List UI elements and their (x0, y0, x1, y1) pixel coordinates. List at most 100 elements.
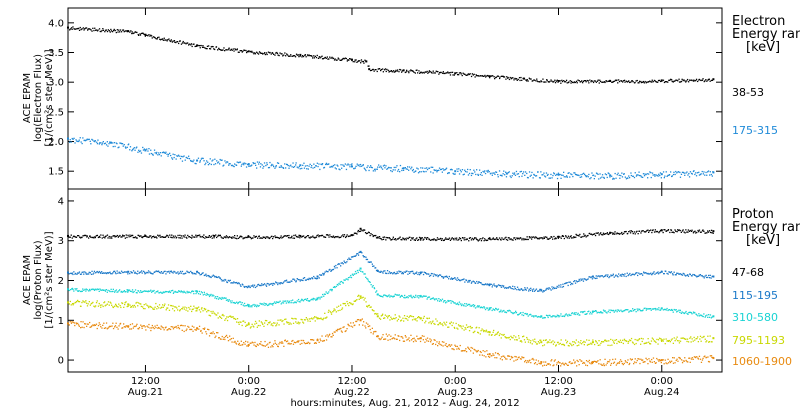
trace-dot (451, 322, 452, 323)
trace-dot (470, 305, 471, 306)
trace-dot (230, 163, 231, 164)
trace-dot (285, 167, 286, 168)
trace-dot (377, 167, 378, 168)
trace-dot (195, 235, 196, 236)
trace-dot (509, 237, 510, 238)
trace-dot (543, 340, 544, 341)
trace-dot (184, 307, 185, 308)
trace-dot (163, 307, 164, 308)
trace-dot (581, 343, 582, 344)
trace-dot (165, 327, 166, 328)
trace-dot (679, 312, 680, 313)
trace-dot (701, 173, 702, 174)
trace-dot (395, 334, 396, 335)
trace-dot (174, 271, 175, 272)
trace-dot (324, 272, 325, 273)
trace-dot (648, 232, 649, 233)
trace-dot (272, 325, 273, 326)
trace-dot (424, 342, 425, 343)
trace-dot (546, 339, 547, 340)
trace-dot (260, 163, 261, 164)
trace-dot (138, 35, 139, 36)
trace-dot (489, 285, 490, 286)
trace-dot (393, 318, 394, 319)
trace-dot (199, 309, 200, 310)
trace-dot (457, 171, 458, 172)
trace-dot (315, 237, 316, 238)
trace-dot (691, 313, 692, 314)
trace-dot (164, 271, 165, 272)
trace-dot (685, 311, 686, 312)
trace-dot (675, 340, 676, 341)
trace-dot (475, 307, 476, 308)
trace-dot (442, 299, 443, 300)
trace-dot (461, 73, 462, 74)
trace-dot (438, 74, 439, 75)
trace-dot (557, 236, 558, 237)
trace-dot (100, 234, 101, 235)
trace-dot (633, 274, 634, 275)
trace-dot (375, 235, 376, 236)
trace-dot (709, 174, 710, 175)
trace-dot (526, 290, 527, 291)
trace-dot (228, 340, 229, 341)
trace-dot (217, 312, 218, 313)
trace-dot (111, 305, 112, 306)
trace-dot (470, 169, 471, 170)
trace-dot (101, 327, 102, 328)
trace-dot (598, 80, 599, 81)
trace-dot (161, 236, 162, 237)
trace-dot (699, 79, 700, 80)
trace-dot (259, 305, 260, 306)
trace-dot (635, 233, 636, 234)
trace-dot (351, 277, 352, 278)
trace-dot (215, 163, 216, 164)
trace-dot (168, 237, 169, 238)
trace-dot (298, 54, 299, 55)
trace-dot (589, 233, 590, 234)
trace-dot (137, 237, 138, 238)
proton-legend-entry-115-195: 115-195 (732, 289, 778, 302)
trace-dot (391, 272, 392, 273)
trace-dot (703, 171, 704, 172)
trace-dot (198, 329, 199, 330)
trace-dot (72, 273, 73, 274)
trace-dot (387, 317, 388, 318)
trace-dot (224, 339, 225, 340)
trace-dot (396, 165, 397, 166)
trace-dot (521, 314, 522, 315)
proton-legend-entry-310-580: 310-580 (732, 311, 778, 324)
trace-dot (551, 237, 552, 238)
trace-dot (157, 37, 158, 38)
trace-dot (614, 231, 615, 232)
trace-dot (394, 338, 395, 339)
trace-dot (93, 30, 94, 31)
trace-dot (277, 320, 278, 321)
trace-dot (128, 327, 129, 328)
trace-dot (415, 297, 416, 298)
trace-dot (386, 334, 387, 335)
trace-dot (417, 72, 418, 73)
trace-dot (630, 172, 631, 173)
trace-dot (400, 271, 401, 272)
trace-dot (417, 274, 418, 275)
trace-dot (644, 82, 645, 83)
trace-dot (527, 313, 528, 314)
trace-dot (437, 71, 438, 72)
trace-dot (278, 343, 279, 344)
trace-dot (607, 177, 608, 178)
trace-dot (309, 55, 310, 56)
trace-dot (608, 173, 609, 174)
y-tick-label: 4.0 (48, 18, 64, 29)
trace-dot (349, 302, 350, 303)
trace-dot (226, 49, 227, 50)
trace-dot (93, 272, 94, 273)
trace-dot (329, 167, 330, 168)
trace-dot (81, 141, 82, 142)
trace-dot (142, 328, 143, 329)
trace-dot (458, 304, 459, 305)
trace-dot (363, 321, 364, 322)
trace-dot (145, 303, 146, 304)
trace-dot (283, 301, 284, 302)
trace-dot (299, 279, 300, 280)
